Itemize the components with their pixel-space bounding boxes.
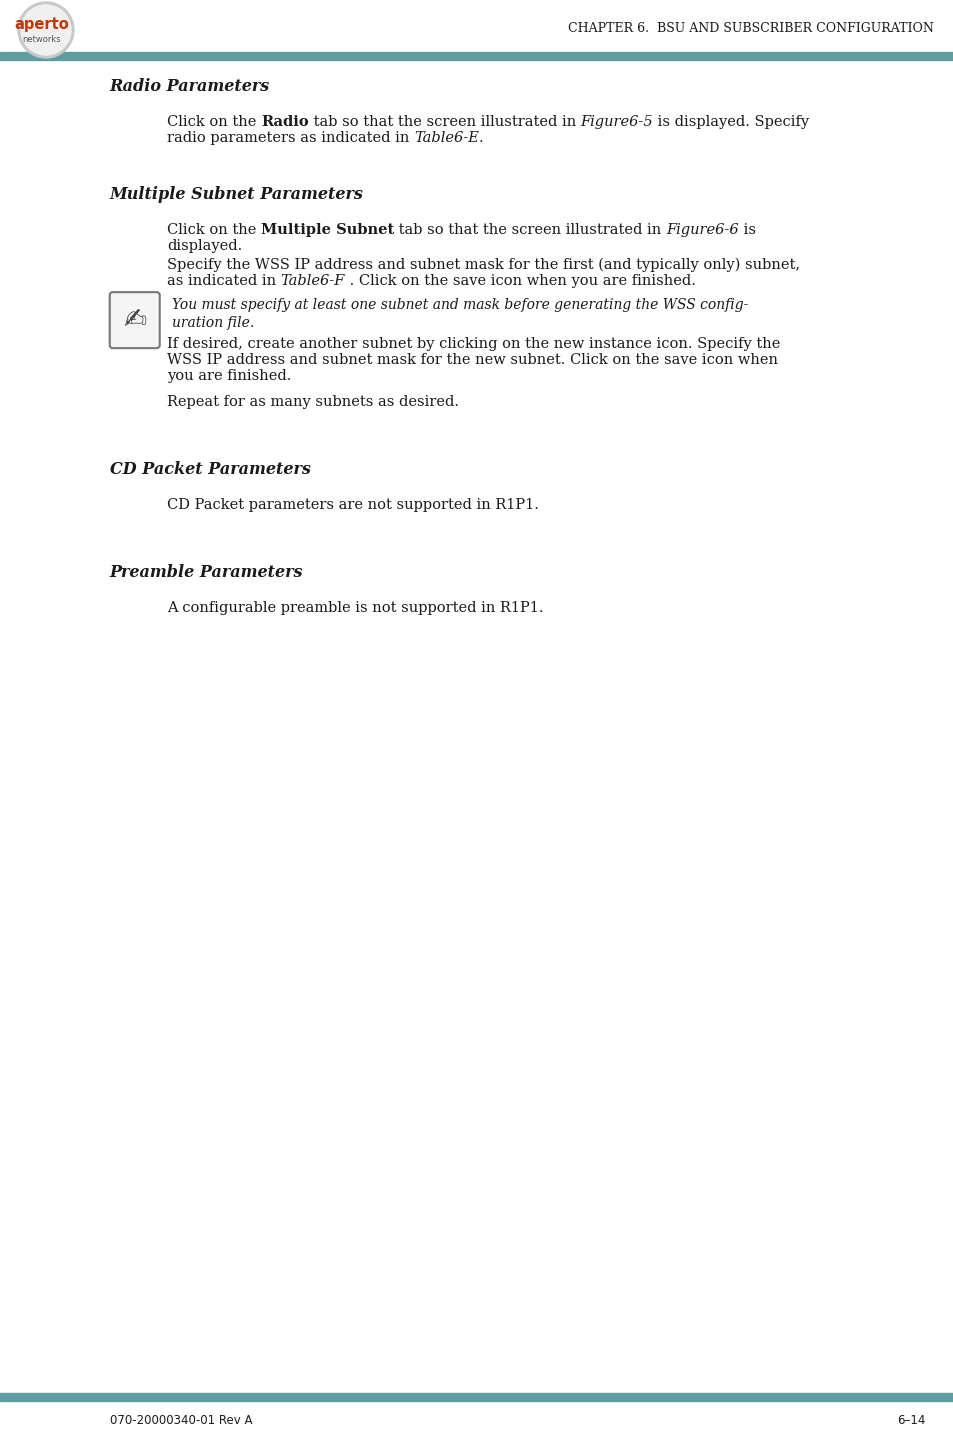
Bar <box>0 52 953 61</box>
Text: is displayed. Specify: is displayed. Specify <box>653 115 808 128</box>
Text: Radio: Radio <box>261 115 308 128</box>
Text: Multiple Subnet: Multiple Subnet <box>261 222 394 237</box>
Text: .: . <box>478 131 483 146</box>
Text: aperto: aperto <box>14 17 70 33</box>
Text: Click on the: Click on the <box>167 115 261 128</box>
Text: A configurable preamble is not supported in R1P1.: A configurable preamble is not supported… <box>167 600 543 615</box>
Text: uration file.: uration file. <box>172 316 253 330</box>
Text: CD Packet Parameters: CD Packet Parameters <box>110 462 311 478</box>
Text: If desired, create another subnet by clicking on the new instance icon. Specify : If desired, create another subnet by cli… <box>167 336 780 351</box>
Text: Multiple Subnet Parameters: Multiple Subnet Parameters <box>110 186 363 203</box>
Text: Preamble Parameters: Preamble Parameters <box>110 564 303 582</box>
Text: Click on the: Click on the <box>167 222 261 237</box>
Text: You must specify at least one subnet and mask before generating the WSS config-: You must specify at least one subnet and… <box>172 299 747 312</box>
Text: 070-20000340-01 Rev A: 070-20000340-01 Rev A <box>110 1414 252 1427</box>
Text: Figure6-6: Figure6-6 <box>665 222 738 237</box>
FancyBboxPatch shape <box>110 291 159 348</box>
Text: Figure6-5: Figure6-5 <box>579 115 653 128</box>
Text: tab so that the screen illustrated in: tab so that the screen illustrated in <box>394 222 665 237</box>
Circle shape <box>18 1 74 58</box>
Text: displayed.: displayed. <box>167 240 242 253</box>
Text: networks: networks <box>23 35 61 43</box>
Circle shape <box>21 4 71 55</box>
Text: . Click on the save icon when you are finished.: . Click on the save icon when you are fi… <box>345 274 696 289</box>
Text: Repeat for as many subnets as desired.: Repeat for as many subnets as desired. <box>167 395 458 408</box>
Text: you are finished.: you are finished. <box>167 369 291 384</box>
Text: CHAPTER 6.  BSU AND SUBSCRIBER CONFIGURATION: CHAPTER 6. BSU AND SUBSCRIBER CONFIGURAT… <box>568 22 933 35</box>
Text: Specify the WSS IP address and subnet mask for the first (and typically only) su: Specify the WSS IP address and subnet ma… <box>167 258 800 273</box>
Text: WSS IP address and subnet mask for the new subnet. Click on the save icon when: WSS IP address and subnet mask for the n… <box>167 354 777 367</box>
Text: tab so that the screen illustrated in: tab so that the screen illustrated in <box>308 115 579 128</box>
Text: Table6-E: Table6-E <box>414 131 478 146</box>
Text: as indicated in: as indicated in <box>167 274 280 289</box>
Text: radio parameters as indicated in: radio parameters as indicated in <box>167 131 414 146</box>
Text: Table6-F: Table6-F <box>280 274 345 289</box>
Text: is: is <box>738 222 755 237</box>
Text: 6–14: 6–14 <box>896 1414 924 1427</box>
Bar <box>0 1392 953 1401</box>
Text: ✍: ✍ <box>123 306 146 335</box>
Text: CD Packet parameters are not supported in R1P1.: CD Packet parameters are not supported i… <box>167 498 538 512</box>
Text: Radio Parameters: Radio Parameters <box>110 78 270 95</box>
